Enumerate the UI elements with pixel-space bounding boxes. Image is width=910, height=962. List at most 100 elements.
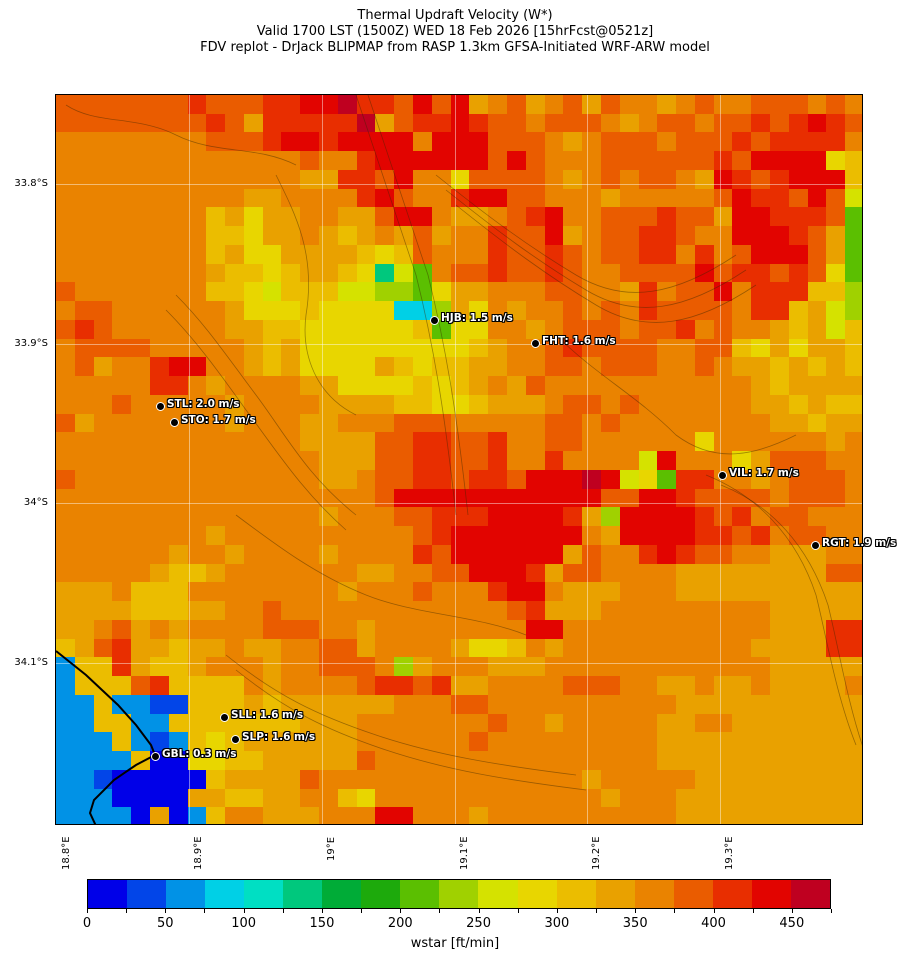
heatmap-cell	[356, 301, 377, 321]
heatmap-cell	[826, 207, 846, 227]
heatmap-cell	[469, 151, 489, 171]
heatmap-cell	[450, 95, 470, 115]
heatmap-cell	[751, 301, 771, 321]
heatmap-cell	[544, 263, 564, 284]
heatmap-cell	[469, 244, 489, 265]
heatmap-cell	[74, 357, 95, 377]
heatmap-cell	[225, 488, 245, 508]
heatmap-cell	[243, 207, 264, 227]
heatmap-cell	[544, 319, 564, 340]
heatmap-cell	[788, 338, 809, 358]
heatmap-cell	[619, 95, 640, 115]
heatmap-cell	[356, 376, 377, 396]
heatmap-cell	[74, 95, 95, 115]
heatmap-cell	[582, 319, 602, 340]
heatmap-cell	[74, 282, 95, 302]
heatmap-cell	[413, 282, 433, 302]
chart-subtitle-valid-time: Valid 1700 LST (1500Z) WED 18 Feb 2026 […	[256, 24, 654, 39]
heatmap-cell	[525, 282, 546, 302]
heatmap-cell	[845, 132, 862, 152]
heatmap-cell	[469, 169, 489, 190]
heatmap-cell	[600, 413, 621, 433]
station-label: STO: 1.7 m/s	[181, 414, 256, 426]
x-tick-label: 19.1°E	[459, 836, 470, 870]
heatmap-cell	[469, 469, 489, 490]
heatmap-cell	[337, 151, 358, 171]
heatmap-cell	[751, 432, 771, 452]
heatmap-cell	[300, 263, 320, 284]
heatmap-cell	[638, 338, 658, 358]
heatmap-cell	[469, 357, 489, 377]
heatmap-cell	[413, 207, 433, 227]
heatmap-cell	[112, 169, 132, 190]
heatmap-cell	[582, 394, 602, 415]
heatmap-cell	[149, 376, 170, 396]
heatmap-cell	[300, 432, 320, 452]
heatmap-cell	[375, 301, 395, 321]
heatmap-cell	[300, 188, 320, 209]
heatmap-cell	[826, 451, 846, 471]
colorbar-tick-label: 400	[701, 916, 726, 931]
heatmap-cell	[619, 319, 640, 340]
heatmap-cell	[657, 413, 677, 433]
heatmap-cell	[187, 282, 207, 302]
heatmap-cell	[826, 394, 846, 415]
heatmap-cell	[563, 188, 583, 209]
heatmap-cell	[450, 226, 470, 246]
heatmap-cell	[713, 244, 734, 265]
heatmap-cell	[149, 226, 170, 246]
heatmap-cell	[676, 469, 696, 490]
heatmap-cell	[187, 413, 207, 433]
heatmap-cell	[56, 244, 76, 265]
heatmap-cell	[713, 95, 734, 115]
heatmap-cell	[751, 319, 771, 340]
heatmap-cell	[319, 413, 339, 433]
heatmap-cell	[676, 169, 696, 190]
heatmap-cell	[112, 357, 132, 377]
heatmap-cell	[544, 469, 564, 490]
heatmap-cell	[337, 226, 358, 246]
colorbar-tick	[517, 909, 519, 913]
heatmap-cell	[788, 169, 809, 190]
heatmap-cell	[657, 301, 677, 321]
heatmap-cell	[56, 282, 76, 302]
heatmap-cell	[206, 263, 226, 284]
heatmap-cell	[732, 394, 752, 415]
heatmap-cell	[375, 413, 395, 433]
heatmap-cell	[770, 132, 790, 152]
heatmap-cell	[657, 226, 677, 246]
heatmap-cell	[770, 394, 790, 415]
heatmap-cell	[225, 226, 245, 246]
heatmap-cell	[638, 376, 658, 396]
heatmap-cell	[807, 113, 828, 134]
map-plot-area[interactable]	[55, 94, 863, 825]
heatmap-cell	[337, 432, 358, 452]
colorbar-tick	[752, 909, 754, 913]
heatmap-cell	[506, 282, 527, 302]
heatmap-cell	[375, 319, 395, 340]
wstar-heatmap-grid	[56, 95, 862, 824]
heatmap-cell	[131, 188, 151, 209]
heatmap-cell	[619, 376, 640, 396]
heatmap-cell	[826, 376, 846, 396]
heatmap-cell	[225, 394, 245, 415]
heatmap-cell	[563, 413, 583, 433]
heatmap-cell	[187, 376, 207, 396]
heatmap-cell	[845, 488, 862, 508]
colorbar-tick	[831, 909, 832, 913]
heatmap-cell	[375, 338, 395, 358]
heatmap-cell	[732, 301, 752, 321]
heatmap-cell	[262, 244, 283, 265]
heatmap-cell	[131, 301, 151, 321]
heatmap-cell	[450, 301, 470, 321]
heatmap-cell	[149, 151, 170, 171]
heatmap-cell	[525, 132, 546, 152]
heatmap-cell	[807, 226, 828, 246]
heatmap-cell	[676, 319, 696, 340]
heatmap-cell	[563, 207, 583, 227]
heatmap-cell	[713, 451, 734, 471]
heatmap-cell	[544, 376, 564, 396]
colorbar-swatch	[322, 880, 362, 908]
heatmap-cell	[300, 451, 320, 471]
heatmap-cell	[112, 226, 132, 246]
